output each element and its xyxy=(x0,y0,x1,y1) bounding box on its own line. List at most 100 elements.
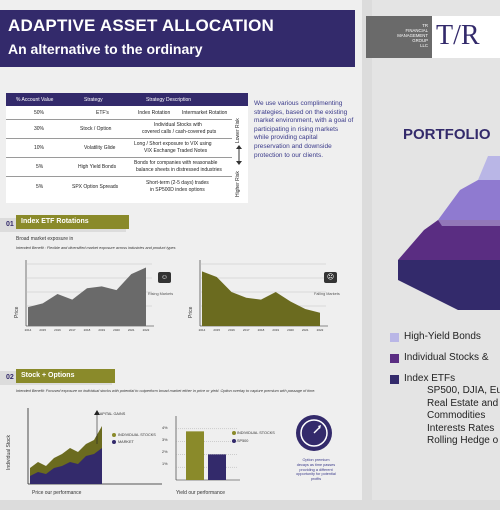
table-header-row: % Account Value Strategy Strategy Descri… xyxy=(6,93,248,106)
table-header-description: Strategy Description xyxy=(146,97,191,103)
row-strategy: ETF's xyxy=(96,110,109,116)
risk-scale: Lower Risk Higher Risk xyxy=(232,107,246,199)
x-tick-label: 2019 xyxy=(98,328,105,332)
portfolio-pyramid xyxy=(398,150,500,320)
row-desc1: Long / Short exposure to VIX using xyxy=(134,141,212,147)
row-desc1: Short-term (2-5 days) trades xyxy=(146,180,209,186)
section1-exposure: Broad market exposure in xyxy=(16,236,73,242)
legend2-stocks: INDIVIDUAL STOCKS xyxy=(237,431,275,435)
row-strategy: High Yield Bonds xyxy=(78,164,116,170)
x-tick-label: 2017 xyxy=(69,328,76,332)
x-tick-label: 2018 xyxy=(84,328,91,332)
legend-swatch xyxy=(390,333,399,342)
row-desc2: in SP500D index options xyxy=(150,187,205,193)
bar-individual-stocks xyxy=(186,431,204,480)
row-pct: 5% xyxy=(36,184,43,190)
x-tick-label: 2015 xyxy=(39,328,46,332)
portfolio-title: PORTFOLIO xyxy=(403,126,491,143)
risk-low-label: Lower Risk xyxy=(235,118,241,143)
capital-gains-label: CAPITAL GAINS xyxy=(97,412,125,416)
legend-market: MARKET xyxy=(118,440,134,444)
y-axis-label: Price xyxy=(188,306,194,318)
x-tick-label: 2020 xyxy=(113,328,120,332)
row-strategy: SPX Option Spreads xyxy=(72,184,118,190)
price-caption: Price our performance xyxy=(32,490,81,496)
ytick-1: 1% xyxy=(162,462,168,466)
x-tick-label: 2022 xyxy=(143,328,150,332)
ytick-2: 2% xyxy=(162,450,168,454)
company-logo: TR FINANCIAL MANAGEMENT GROUP LLC T/R xyxy=(366,16,500,58)
section1-number: 01 xyxy=(6,221,14,228)
smile-icon: ☺ xyxy=(158,272,171,283)
rising-markets-label: Rising Markets xyxy=(148,292,173,296)
x-tick-label: 2016 xyxy=(54,328,61,332)
area-series xyxy=(28,268,146,326)
list-item: SP500, DJIA, Eu xyxy=(427,385,500,398)
list-item: Commodities xyxy=(427,410,500,423)
legend-high-yield: High-Yield Bonds xyxy=(404,331,481,342)
logo-text-block: TR FINANCIAL MANAGEMENT GROUP LLC xyxy=(366,16,432,58)
x-tick-label: 2016 xyxy=(228,328,235,332)
x-tick-label: 2014 xyxy=(25,328,32,332)
allocation-table-panel: % Account Value Strategy Strategy Descri… xyxy=(6,93,248,203)
legend-dot-sp500 xyxy=(232,439,236,443)
row-desc2: Intermarket Rotation xyxy=(182,110,227,116)
stock-ylabel-wrap: Individual Stock xyxy=(6,470,16,510)
table-row: 5% High Yield Bonds Bonds for companies … xyxy=(6,158,232,177)
x-tick-label: 2018 xyxy=(258,328,265,332)
bar-sp500 xyxy=(208,454,226,480)
page-title: ADAPTIVE ASSET ALLOCATION xyxy=(8,16,274,36)
section2-benefit: Intended Benefit: Focused exposure on in… xyxy=(16,389,315,393)
row-desc2: covered calls / cash-covered puts xyxy=(142,129,216,135)
x-tick-label: 2017 xyxy=(243,328,250,332)
x-tick-label: 2015 xyxy=(213,328,220,332)
ytick-4: 4% xyxy=(162,426,168,430)
table-row: 5% SPX Option Spreads Short-term (2-5 da… xyxy=(6,177,232,197)
header-banner: ADAPTIVE ASSET ALLOCATION An alternative… xyxy=(0,10,355,67)
falling-markets-label: Falling Markets xyxy=(314,292,340,296)
section2-number: 02 xyxy=(6,374,14,381)
list-item: Real Estate and xyxy=(427,398,500,411)
row-desc1: Bonds for companies with reasonable xyxy=(134,160,217,166)
legend-index-etfs: Index ETFs xyxy=(404,373,455,384)
table-row: 10% Volatility Glide Long / Short exposu… xyxy=(6,139,232,158)
row-desc2: balance sheets in distressed industries xyxy=(136,167,222,173)
strategy-description: We use various complimenting strategies,… xyxy=(254,100,354,160)
list-item: Interests Rates xyxy=(427,423,500,436)
x-tick-label: 2020 xyxy=(287,328,294,332)
row-strategy: Volatility Glide xyxy=(84,145,115,151)
table-header-pct: % Account Value xyxy=(16,97,53,103)
legend-label: Index ETFs xyxy=(404,373,455,384)
logo-line: LLC xyxy=(397,43,428,48)
section1-title: Index ETF Rotations xyxy=(16,215,129,229)
double-arrow-icon xyxy=(232,145,246,165)
x-tick-label: 2021 xyxy=(128,328,135,332)
legend-label: High-Yield Bonds xyxy=(404,331,481,342)
legend-dot-market xyxy=(112,440,116,444)
legend-individual-stocks-right: Individual Stocks & xyxy=(404,352,489,363)
yield-caption: Yield our performance xyxy=(176,490,225,496)
y-axis-label: Price xyxy=(14,306,20,318)
table-row: 30% Stock / Option Individual Stocks wit… xyxy=(6,120,232,139)
page-subtitle: An alternative to the ordinary xyxy=(8,41,202,57)
table-row: 50% ETF's Index Rotation Intermarket Rot… xyxy=(6,107,232,120)
section2-title: Stock + Options xyxy=(16,369,115,383)
legend-label: Individual Stocks & xyxy=(404,352,489,363)
yield-chart xyxy=(170,410,270,488)
x-tick-label: 2021 xyxy=(302,328,309,332)
risk-high-label: Higher Risk xyxy=(235,171,241,197)
legend-individual-stocks: INDIVIDUAL STOCKS xyxy=(118,433,156,437)
stock-ylabel: Individual Stock xyxy=(6,435,12,470)
row-pct: 50% xyxy=(34,110,44,116)
x-tick-label: 2022 xyxy=(317,328,324,332)
legend-swatch xyxy=(390,354,399,363)
row-strategy: Stock / Option xyxy=(80,126,111,132)
legend-dot-stocks xyxy=(112,433,116,437)
legend-dot-stocks xyxy=(232,431,236,435)
table-header-strategy: Strategy xyxy=(84,97,103,103)
row-desc2: VIX Exchange Traded Notes xyxy=(144,148,207,154)
row-desc1: Index Rotation xyxy=(138,110,170,116)
logo-mark: T/R xyxy=(436,20,480,52)
stock-price-chart xyxy=(14,404,164,488)
etf-sub-list: SP500, DJIA, Eu Real Estate and Commodit… xyxy=(427,385,500,448)
